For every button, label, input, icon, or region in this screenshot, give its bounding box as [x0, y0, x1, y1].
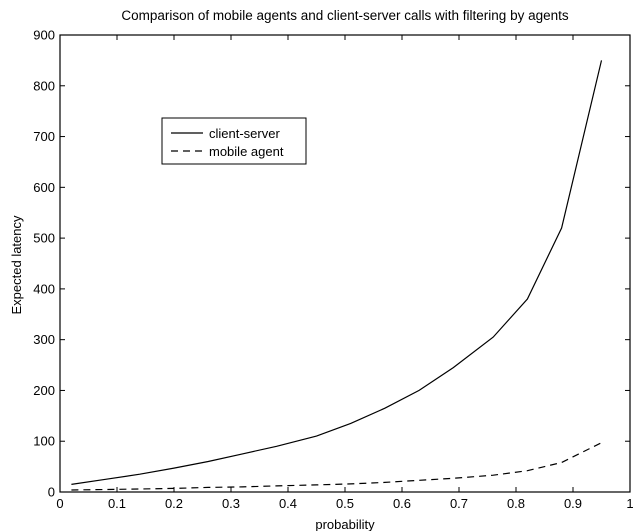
- y-tick-label: 500: [33, 231, 55, 246]
- legend-label-client-server: client-server: [209, 126, 280, 141]
- series-line-mobile-agent: [71, 442, 602, 491]
- x-tick-label: 0.1: [108, 496, 126, 511]
- x-tick-label: 0.3: [222, 496, 240, 511]
- x-tick-label: 1: [626, 496, 633, 511]
- legend-label-mobile-agent: mobile agent: [209, 144, 284, 159]
- y-tick-label: 900: [33, 28, 55, 43]
- x-tick-label: 0.4: [279, 496, 297, 511]
- y-tick-label: 600: [33, 180, 55, 195]
- y-tick-label: 100: [33, 434, 55, 449]
- series-layer: [71, 60, 603, 491]
- y-tick-label: 400: [33, 281, 55, 296]
- x-tick-label: 0.2: [165, 496, 183, 511]
- x-tick-label: 0.5: [336, 496, 354, 511]
- y-tick-label: 800: [33, 78, 55, 93]
- y-tick-label: 200: [33, 383, 55, 398]
- x-tick-label: 0.8: [507, 496, 525, 511]
- series-line-client-server: [71, 60, 603, 485]
- legend: client-server mobile agent: [161, 117, 307, 165]
- y-tick-label: 700: [33, 129, 55, 144]
- ticks: 0 0.1 0.2 0.3 0.4 0.5 0.6 0.7 0.8 0.9 1 0 100 200 300 4…: [33, 28, 633, 512]
- y-tick-label: 300: [33, 332, 55, 347]
- y-axis-label: Expected latency: [9, 215, 24, 315]
- x-axis-label: probability: [315, 517, 375, 531]
- chart-title: Comparison of mobile agents and client-s…: [121, 8, 568, 23]
- legend-box: [161, 117, 307, 165]
- y-tick-label: 0: [48, 485, 55, 500]
- x-tick-label: 0.7: [450, 496, 468, 511]
- x-tick-label: 0.9: [564, 496, 582, 511]
- x-tick-label: 0.6: [393, 496, 411, 511]
- x-tick-label: 0: [56, 496, 63, 511]
